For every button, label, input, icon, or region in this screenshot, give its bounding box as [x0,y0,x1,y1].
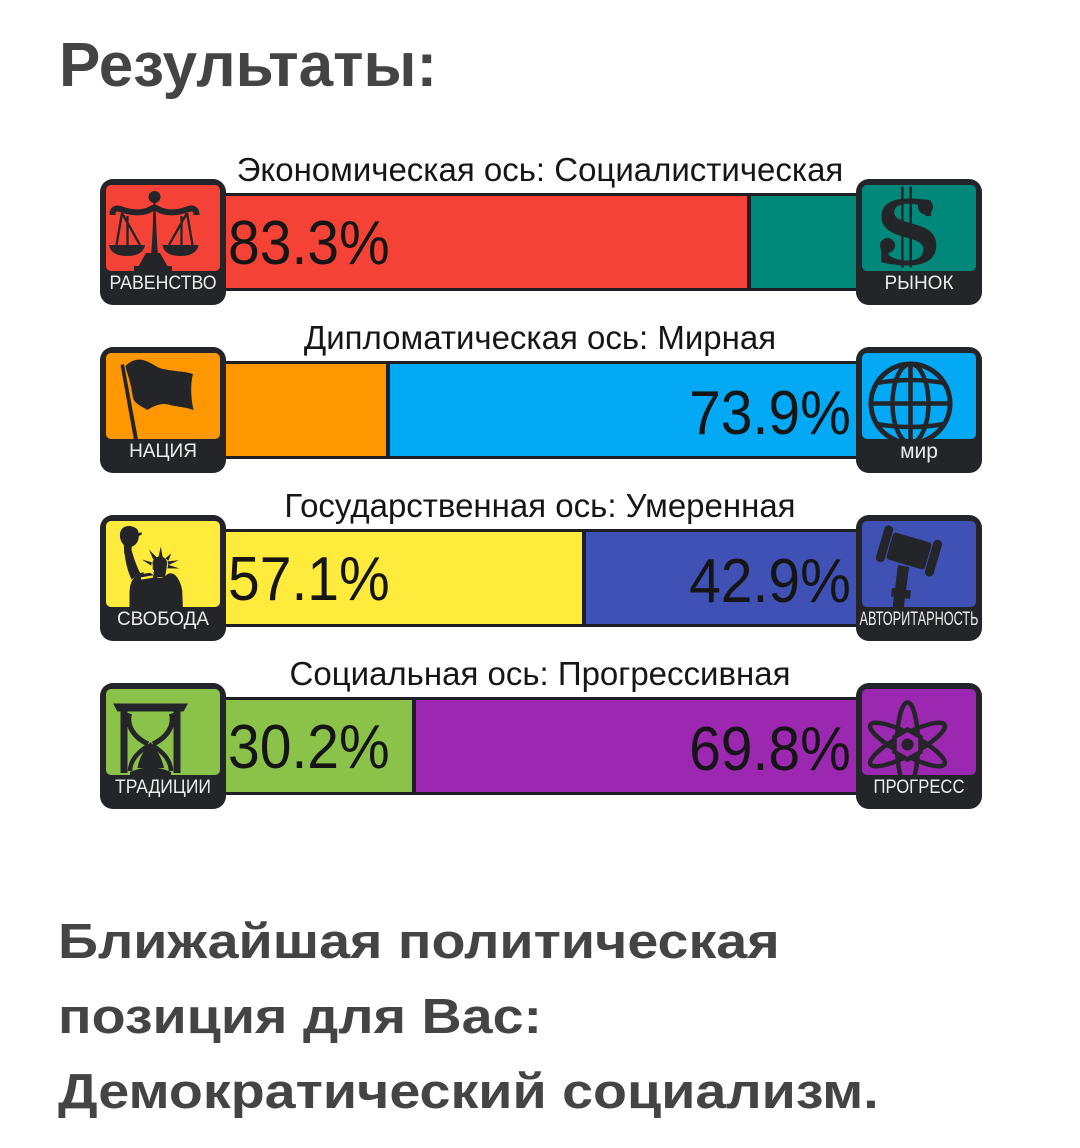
svg-text:S: S [875,179,942,286]
